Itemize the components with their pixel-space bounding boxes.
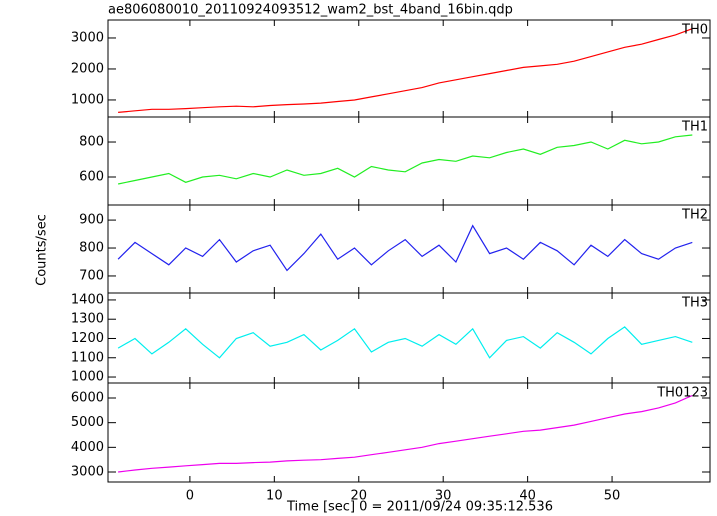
- light-curve: [117, 224, 693, 272]
- light-curve: [118, 28, 693, 113]
- panel-frame: [107, 204, 711, 294]
- y-tick-label: 900: [79, 213, 104, 228]
- x-tick-label: 50: [604, 489, 621, 504]
- chart-title: ae806080010_20110924093512_wam2_bst_4ban…: [108, 3, 513, 18]
- x-tick-label: 20: [350, 489, 367, 504]
- y-tick-label: 1100: [71, 350, 104, 365]
- panel-label: TH0: [681, 23, 708, 38]
- y-tick-label: 1000: [71, 370, 104, 385]
- y-tick-label: 600: [79, 170, 104, 185]
- panel-frame: [107, 382, 711, 483]
- light-curve: [118, 394, 693, 473]
- y-tick-label: 6000: [71, 390, 104, 405]
- panel-frame: [107, 116, 711, 206]
- x-tick-label: 10: [266, 489, 283, 504]
- y-tick-label: 1000: [71, 92, 104, 107]
- panel-label: TH0123: [656, 386, 708, 401]
- y-tick-label: 700: [79, 268, 104, 283]
- panel-frame: [107, 292, 711, 384]
- y-tick-label: 1400: [71, 292, 104, 307]
- y-tick-label: 3000: [71, 465, 104, 480]
- y-axis-label: Counts/sec: [35, 214, 50, 286]
- y-tick-label: 4000: [71, 440, 104, 455]
- light-curve: [117, 326, 693, 359]
- y-tick-label: 5000: [71, 415, 104, 430]
- y-tick-label: 1200: [71, 331, 104, 346]
- y-tick-label: 3000: [71, 30, 104, 45]
- x-tick-label: 40: [519, 489, 536, 504]
- x-tick-label: 0: [186, 489, 194, 504]
- light-curve: [117, 134, 693, 185]
- panel-label: TH1: [681, 120, 708, 135]
- panel-frame: [107, 19, 711, 118]
- y-tick-label: 2000: [71, 61, 104, 76]
- y-tick-label: 1300: [71, 312, 104, 327]
- x-axis-label: Time [sec] 0 = 2011/09/24 09:35:12.536: [286, 500, 553, 515]
- panel-label: TH2: [681, 208, 708, 223]
- x-tick-label: 30: [435, 489, 452, 504]
- y-tick-label: 800: [79, 241, 104, 256]
- panel-label: TH3: [681, 296, 708, 311]
- y-tick-label: 800: [79, 135, 104, 150]
